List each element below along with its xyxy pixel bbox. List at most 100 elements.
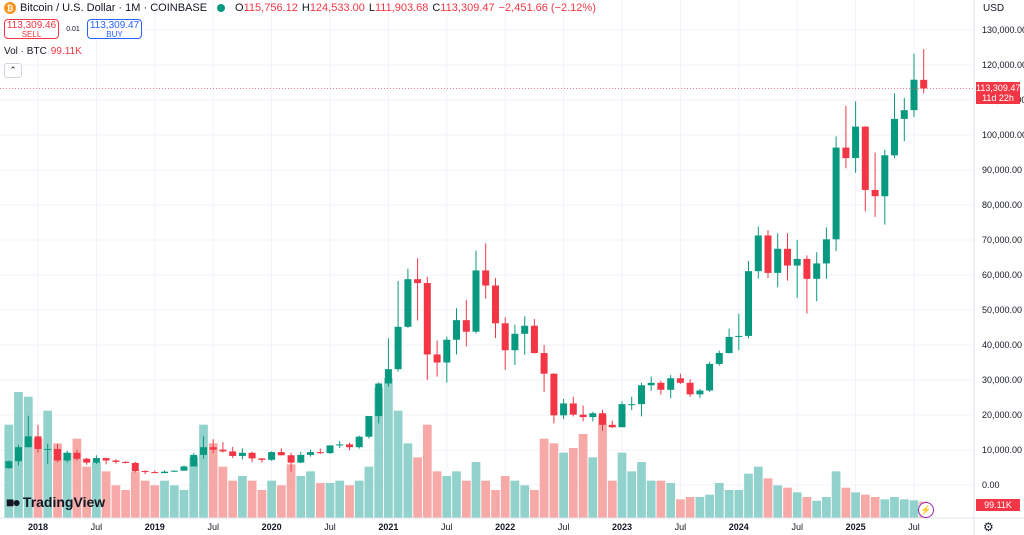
candle[interactable] bbox=[579, 405, 587, 422]
candle[interactable] bbox=[14, 444, 22, 466]
candle[interactable] bbox=[482, 243, 490, 299]
candle[interactable] bbox=[822, 227, 830, 279]
candle[interactable] bbox=[44, 443, 52, 464]
candle[interactable] bbox=[784, 233, 792, 281]
lightning-icon[interactable]: ⚡ bbox=[918, 502, 934, 518]
candle[interactable] bbox=[306, 449, 314, 457]
candle[interactable] bbox=[754, 226, 762, 279]
candle[interactable] bbox=[521, 316, 529, 355]
symbol-title[interactable]: Bitcoin / U.S. Dollar · 1M · COINBASE bbox=[20, 2, 208, 14]
candle[interactable] bbox=[618, 401, 626, 428]
candle[interactable] bbox=[180, 465, 188, 471]
currency-selector[interactable]: USD bbox=[983, 3, 1005, 14]
candle[interactable] bbox=[34, 424, 42, 453]
candle[interactable] bbox=[141, 470, 149, 475]
candle[interactable] bbox=[452, 308, 460, 355]
candle[interactable] bbox=[852, 101, 860, 173]
candle[interactable] bbox=[151, 470, 159, 474]
candle[interactable] bbox=[764, 230, 772, 279]
candle[interactable] bbox=[355, 435, 363, 449]
candle[interactable] bbox=[793, 240, 801, 298]
candle[interactable] bbox=[492, 278, 500, 338]
candle[interactable] bbox=[686, 379, 694, 397]
candle[interactable] bbox=[667, 375, 675, 399]
candle[interactable] bbox=[696, 388, 704, 398]
candle[interactable] bbox=[209, 439, 217, 454]
candle[interactable] bbox=[560, 398, 568, 420]
candle[interactable] bbox=[657, 380, 665, 395]
candle[interactable] bbox=[122, 461, 130, 464]
candle[interactable] bbox=[725, 328, 733, 354]
candle[interactable] bbox=[676, 373, 684, 384]
candle[interactable] bbox=[530, 319, 538, 354]
candle[interactable] bbox=[5, 460, 13, 469]
candle[interactable] bbox=[200, 436, 208, 459]
candle[interactable] bbox=[647, 376, 655, 391]
candle[interactable] bbox=[569, 396, 577, 417]
candle[interactable] bbox=[287, 452, 295, 472]
candle[interactable] bbox=[550, 373, 558, 424]
candle[interactable] bbox=[803, 255, 811, 314]
candle[interactable] bbox=[54, 444, 62, 463]
candle[interactable] bbox=[423, 276, 431, 380]
candle[interactable] bbox=[744, 261, 752, 339]
candle[interactable] bbox=[102, 457, 110, 465]
candle[interactable] bbox=[297, 451, 305, 464]
candle[interactable] bbox=[433, 340, 441, 377]
settings-gear-icon[interactable]: ⚙ bbox=[983, 520, 994, 534]
candle[interactable] bbox=[706, 361, 714, 392]
candle[interactable] bbox=[73, 450, 81, 461]
candle[interactable] bbox=[472, 250, 480, 334]
candle[interactable] bbox=[414, 258, 422, 321]
candle[interactable] bbox=[346, 442, 354, 451]
candle[interactable] bbox=[881, 149, 889, 225]
candle[interactable] bbox=[131, 461, 139, 473]
candle[interactable] bbox=[258, 458, 266, 463]
candle[interactable] bbox=[871, 152, 879, 217]
candle[interactable] bbox=[268, 451, 276, 461]
candle[interactable] bbox=[628, 396, 636, 411]
candle[interactable] bbox=[24, 415, 32, 448]
candle[interactable] bbox=[277, 448, 285, 456]
candle[interactable] bbox=[890, 93, 898, 159]
candle[interactable] bbox=[511, 324, 519, 365]
candle[interactable] bbox=[861, 126, 869, 212]
candle[interactable] bbox=[598, 409, 606, 431]
candle[interactable] bbox=[229, 446, 237, 459]
sell-button[interactable]: 113,309.46 SELL bbox=[4, 19, 59, 39]
candle[interactable] bbox=[735, 313, 743, 351]
candle[interactable] bbox=[910, 53, 918, 118]
candle[interactable] bbox=[384, 338, 392, 387]
candle[interactable] bbox=[813, 252, 821, 302]
candle[interactable] bbox=[589, 411, 597, 422]
candle[interactable] bbox=[443, 336, 451, 383]
candle[interactable] bbox=[83, 457, 91, 465]
candle[interactable] bbox=[238, 448, 246, 460]
candle[interactable] bbox=[540, 345, 548, 392]
candle[interactable] bbox=[501, 317, 509, 370]
candle[interactable] bbox=[170, 470, 178, 473]
candle[interactable] bbox=[160, 470, 168, 474]
candle[interactable] bbox=[92, 455, 100, 464]
candle[interactable] bbox=[842, 105, 850, 169]
candle[interactable] bbox=[774, 233, 782, 288]
candle[interactable] bbox=[326, 445, 334, 454]
collapse-legend-button[interactable]: ⌃ bbox=[4, 63, 22, 78]
candle[interactable] bbox=[219, 441, 227, 453]
buy-button[interactable]: 113,309.47 BUY bbox=[87, 19, 142, 39]
candle[interactable] bbox=[365, 416, 373, 439]
candle[interactable] bbox=[394, 280, 402, 372]
candle[interactable] bbox=[608, 420, 616, 428]
candle[interactable] bbox=[715, 350, 723, 366]
candle[interactable] bbox=[375, 382, 383, 424]
candle[interactable] bbox=[900, 97, 908, 142]
candle[interactable] bbox=[638, 382, 646, 417]
candle[interactable] bbox=[63, 450, 71, 463]
candle[interactable] bbox=[248, 451, 256, 463]
candle[interactable] bbox=[920, 49, 928, 94]
candle[interactable] bbox=[190, 453, 198, 467]
candle[interactable] bbox=[832, 136, 840, 252]
candle[interactable] bbox=[336, 441, 344, 448]
candle[interactable] bbox=[404, 268, 412, 328]
